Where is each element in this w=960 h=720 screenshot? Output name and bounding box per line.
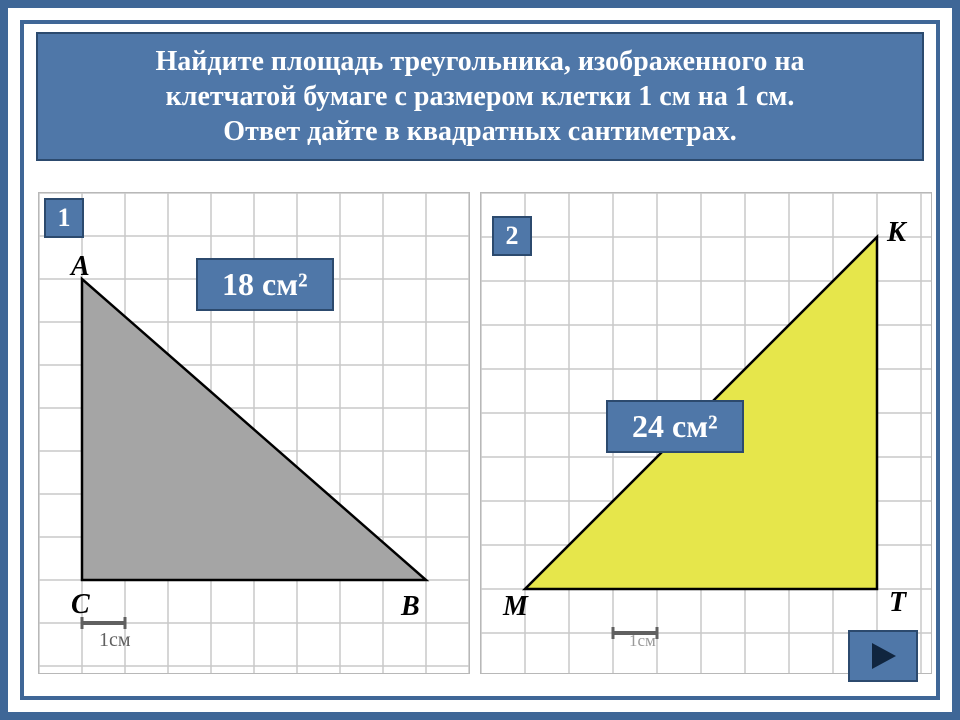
answer-2-text: 24 см² (632, 408, 718, 444)
vertex-C: C (71, 589, 90, 621)
outer-frame: Найдите площадь треугольника, изображенн… (0, 0, 960, 720)
panel-number-2-text: 2 (506, 221, 519, 251)
play-icon (866, 639, 900, 673)
vertex-T: T (889, 587, 906, 619)
vertex-K: К (887, 217, 906, 249)
panel-number-1-text: 1 (58, 203, 71, 233)
answer-2: 24 см² (606, 400, 744, 453)
vertex-B: B (401, 591, 420, 623)
answer-1-text: 18 см² (222, 266, 308, 302)
question-box: Найдите площадь треугольника, изображенн… (36, 32, 924, 161)
scale-1cm-left: 1см (99, 629, 131, 652)
question-line-1: Найдите площадь треугольника, изображенн… (58, 44, 902, 79)
answer-1: 18 см² (196, 258, 334, 311)
panel-number-1: 1 (44, 198, 84, 238)
question-line-3: Ответ дайте в квадратных сантиметрах. (58, 114, 902, 149)
vertex-M: M (503, 591, 528, 623)
vertex-A: A (71, 251, 90, 283)
panel-number-2: 2 (492, 216, 532, 256)
question-line-2: клетчатой бумаге с размером клетки 1 см … (58, 79, 902, 114)
next-button[interactable] (848, 630, 918, 682)
inner-frame: Найдите площадь треугольника, изображенн… (20, 20, 940, 700)
scale-1cm-right: 1см (629, 631, 656, 651)
